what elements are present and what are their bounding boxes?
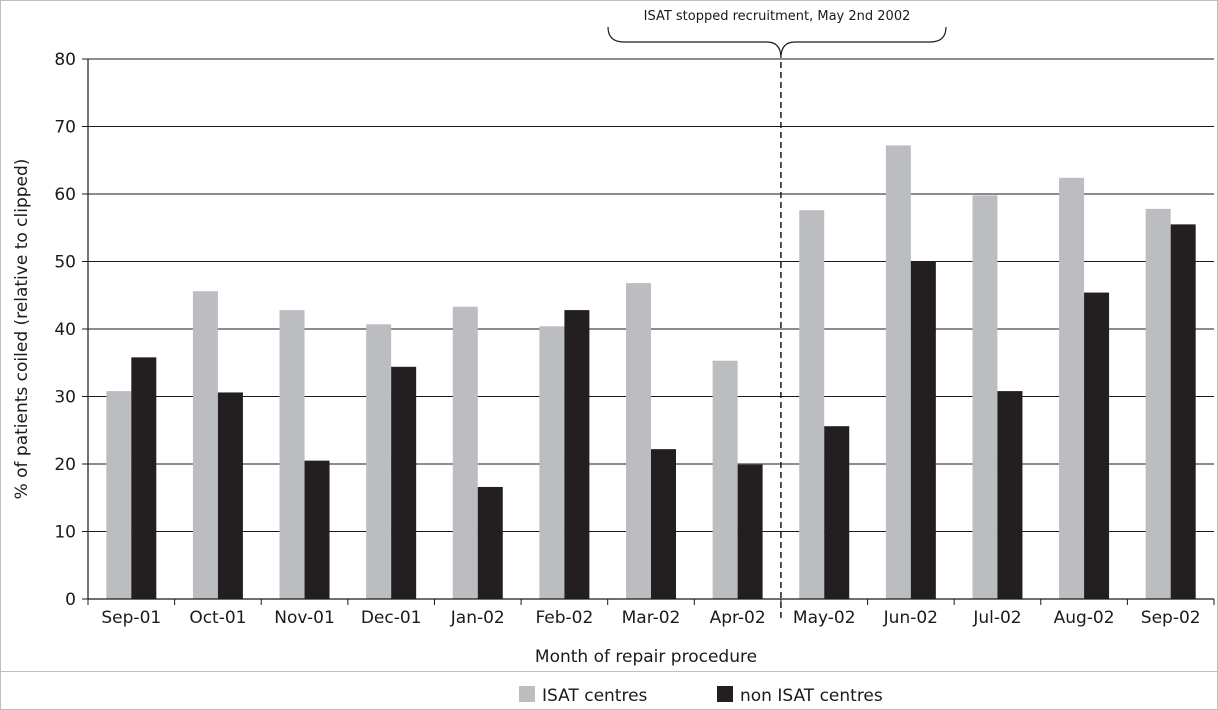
bar-isat-centres-apr-02 <box>712 360 738 599</box>
x-axis-title: Month of repair procedure <box>535 647 757 667</box>
bar-isat-centres-aug-02 <box>1059 177 1085 600</box>
x-tick-label: Sep-01 <box>101 608 161 628</box>
y-tick-label: 0 <box>65 590 76 610</box>
y-tick-label: 80 <box>54 50 76 70</box>
legend-label-non-isat-centres: non ISAT centres <box>740 686 883 706</box>
bar-isat-centres-mar-02 <box>626 283 651 599</box>
y-tick-label: 30 <box>54 388 76 408</box>
bar-non-isat-centres-sep-02 <box>1170 224 1196 599</box>
x-tick-label: Feb-02 <box>535 608 593 628</box>
legend: ISAT centres non ISAT centres <box>519 686 883 706</box>
bar-non-isat-centres-jun-02 <box>910 261 936 599</box>
bar-isat-centres-sep-01 <box>106 391 132 599</box>
x-tick-label: Mar-02 <box>622 608 681 628</box>
bar-isat-centres-dec-01 <box>366 324 392 599</box>
bar-non-isat-centres-may-02 <box>824 426 850 599</box>
y-tick-label: 70 <box>54 118 76 138</box>
bar-isat-centres-nov-01 <box>279 310 305 599</box>
bar-non-isat-centres-jul-02 <box>997 391 1023 599</box>
bars-group <box>106 145 1196 600</box>
annotation-brace <box>607 26 947 59</box>
annotation-group: ISAT stopped recruitment, May 2nd 2002 <box>607 9 947 620</box>
y-tick-label: 20 <box>54 455 76 475</box>
bar-non-isat-centres-apr-02 <box>737 464 763 599</box>
bar-non-isat-centres-aug-02 <box>1084 292 1110 599</box>
annotation-text: ISAT stopped recruitment, May 2nd 2002 <box>644 9 911 24</box>
bar-isat-centres-feb-02 <box>539 326 565 599</box>
y-tick-label: 60 <box>54 185 76 205</box>
x-tick-label: Jun-02 <box>883 608 938 628</box>
x-tick-label: Jul-02 <box>972 608 1021 628</box>
x-tick-label: Jan-02 <box>450 608 505 628</box>
x-tick-label: Nov-01 <box>274 608 335 628</box>
x-tick-label: Oct-01 <box>189 608 246 628</box>
bar-isat-centres-oct-01 <box>192 291 218 599</box>
x-tick-label: Dec-01 <box>361 608 422 628</box>
bar-non-isat-centres-feb-02 <box>564 310 590 599</box>
bar-non-isat-centres-oct-01 <box>217 392 243 599</box>
axes-group: 0 10 20 30 40 50 60 70 80 Sep-01 Oct-01 Nov-01 Dec-0… <box>54 50 1215 628</box>
y-tick-label: 40 <box>54 320 76 340</box>
bar-non-isat-centres-dec-01 <box>391 366 417 599</box>
bar-isat-centres-jan-02 <box>452 306 478 599</box>
bar-non-isat-centres-sep-01 <box>131 357 157 599</box>
y-tick-label: 50 <box>54 253 76 273</box>
x-tick-label: Sep-02 <box>1141 608 1201 628</box>
y-tick-label: 10 <box>54 523 76 543</box>
legend-label-isat-centres: ISAT centres <box>542 686 648 706</box>
x-tick-label: May-02 <box>793 608 856 628</box>
legend-swatch-non-isat-centres <box>717 686 733 702</box>
x-tick-label: Apr-02 <box>710 608 766 628</box>
legend-swatch-isat-centres <box>519 686 535 702</box>
bar-isat-centres-sep-02 <box>1145 208 1171 599</box>
bar-non-isat-centres-mar-02 <box>651 449 676 599</box>
bar-non-isat-centres-nov-01 <box>304 460 330 599</box>
bar-non-isat-centres-jan-02 <box>477 486 503 599</box>
bar-isat-centres-jun-02 <box>885 145 911 599</box>
bar-isat-centres-jul-02 <box>972 195 998 599</box>
y-axis-title: % of patients coiled (relative to clippe… <box>12 159 32 500</box>
bar-isat-centres-may-02 <box>799 210 825 599</box>
x-tick-label: Aug-02 <box>1054 608 1115 628</box>
